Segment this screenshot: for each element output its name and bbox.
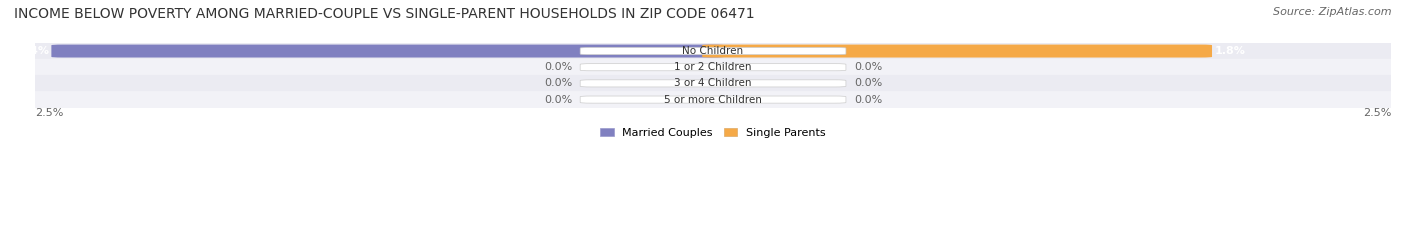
FancyBboxPatch shape bbox=[30, 91, 1396, 108]
Text: 2.5%: 2.5% bbox=[1362, 108, 1391, 118]
Text: 0.0%: 0.0% bbox=[544, 95, 572, 105]
Text: 0.0%: 0.0% bbox=[853, 95, 883, 105]
Text: 0.0%: 0.0% bbox=[853, 62, 883, 72]
Text: 0.0%: 0.0% bbox=[544, 62, 572, 72]
FancyBboxPatch shape bbox=[30, 75, 1396, 92]
FancyBboxPatch shape bbox=[30, 59, 1396, 76]
Text: 0.0%: 0.0% bbox=[853, 78, 883, 88]
FancyBboxPatch shape bbox=[52, 45, 724, 58]
Text: 1.8%: 1.8% bbox=[1215, 46, 1246, 56]
FancyBboxPatch shape bbox=[581, 64, 846, 71]
FancyBboxPatch shape bbox=[581, 96, 846, 103]
Text: 3 or 4 Children: 3 or 4 Children bbox=[675, 78, 752, 88]
Text: 1 or 2 Children: 1 or 2 Children bbox=[675, 62, 752, 72]
Text: No Children: No Children bbox=[682, 46, 744, 56]
Text: Source: ZipAtlas.com: Source: ZipAtlas.com bbox=[1274, 7, 1392, 17]
Legend: Married Couples, Single Parents: Married Couples, Single Parents bbox=[596, 123, 831, 142]
FancyBboxPatch shape bbox=[581, 48, 846, 55]
FancyBboxPatch shape bbox=[702, 45, 1212, 58]
Text: 2.4%: 2.4% bbox=[18, 46, 49, 56]
Text: 2.5%: 2.5% bbox=[35, 108, 63, 118]
FancyBboxPatch shape bbox=[581, 80, 846, 87]
Text: 5 or more Children: 5 or more Children bbox=[664, 95, 762, 105]
Text: 0.0%: 0.0% bbox=[544, 78, 572, 88]
FancyBboxPatch shape bbox=[30, 43, 1396, 59]
Text: INCOME BELOW POVERTY AMONG MARRIED-COUPLE VS SINGLE-PARENT HOUSEHOLDS IN ZIP COD: INCOME BELOW POVERTY AMONG MARRIED-COUPL… bbox=[14, 7, 755, 21]
